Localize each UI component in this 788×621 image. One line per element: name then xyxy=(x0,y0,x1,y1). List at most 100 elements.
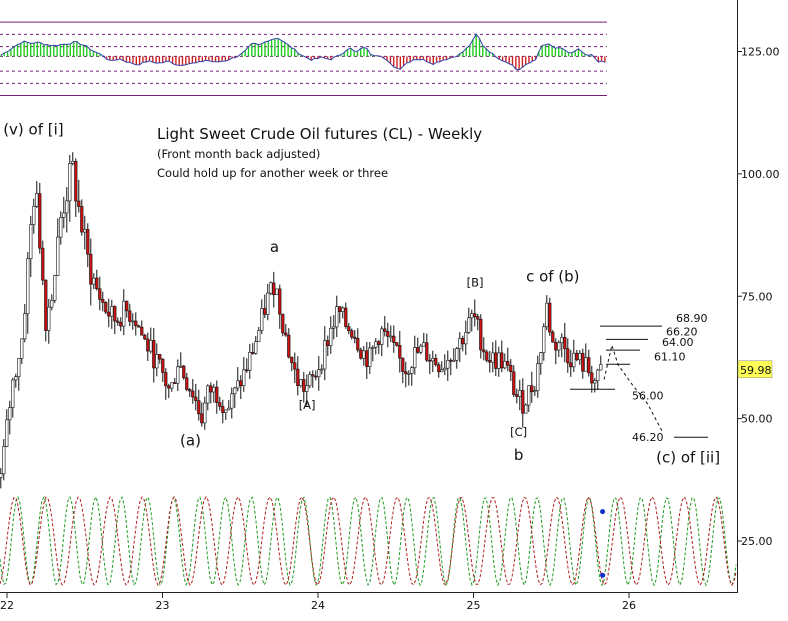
candlestick-series xyxy=(0,152,603,489)
candle-down xyxy=(152,340,156,369)
candle-down xyxy=(77,200,81,207)
candle-down xyxy=(551,331,555,343)
candle-up xyxy=(470,313,474,319)
candle-down xyxy=(416,347,420,353)
candle-down xyxy=(146,338,150,352)
x-tick-label: 25 xyxy=(467,599,481,612)
candle-down xyxy=(140,326,144,336)
candle-up xyxy=(8,407,12,421)
candle-down xyxy=(104,302,108,313)
wave-label: [A] xyxy=(299,398,316,412)
y-tick-label: 75.00 xyxy=(741,290,773,303)
last-price-tag: 59.98 xyxy=(737,360,773,379)
candle-down xyxy=(113,306,117,322)
candle-down xyxy=(119,322,123,327)
candle-up xyxy=(254,341,258,354)
candle-up xyxy=(11,379,15,408)
candle-up xyxy=(71,160,75,164)
candle-down xyxy=(296,368,300,387)
candle-up xyxy=(122,300,126,327)
cycle-wave xyxy=(0,495,737,587)
candle-down xyxy=(128,310,132,322)
candle-down xyxy=(245,369,249,372)
oscillator-line xyxy=(0,33,606,71)
wave-label: b xyxy=(514,446,524,464)
candle-up xyxy=(266,292,270,315)
x-tick-label: 26 xyxy=(622,599,636,612)
candle-up xyxy=(149,340,153,352)
candle-down xyxy=(89,253,93,285)
candle-up xyxy=(179,365,183,368)
candle-down xyxy=(563,336,567,350)
wave-label: (a) xyxy=(180,432,201,450)
candle-down xyxy=(386,330,390,337)
candle-down xyxy=(143,334,147,340)
candle-up xyxy=(419,345,423,353)
candle-down xyxy=(395,342,399,346)
candle-up xyxy=(131,320,135,323)
cycle-wave xyxy=(0,495,737,587)
candle-up xyxy=(257,330,261,342)
candle-down xyxy=(209,385,213,393)
candle-down xyxy=(302,379,306,392)
candle-up xyxy=(458,338,462,349)
wave-labels: (v) of [i] (a) a [A] [B] c of (b) [C] b (c) of [… xyxy=(3,121,720,467)
fib-level-label: 61.10 xyxy=(654,350,686,363)
candle-down xyxy=(521,390,525,414)
wave-label: (v) of [i] xyxy=(3,121,63,139)
candle-up xyxy=(233,387,237,395)
candle-up xyxy=(29,224,33,260)
candle-up xyxy=(83,229,87,233)
candle-down xyxy=(188,389,192,392)
candle-down xyxy=(473,313,477,317)
candle-down xyxy=(353,336,357,339)
candle-up xyxy=(335,306,339,328)
candle-down xyxy=(164,372,168,387)
candle-up xyxy=(431,358,435,362)
candle-up xyxy=(155,354,159,369)
candle-up xyxy=(47,306,51,331)
candle-down xyxy=(476,316,480,320)
candle-up xyxy=(371,347,375,349)
candle-down xyxy=(200,413,204,424)
candle-down xyxy=(359,349,363,359)
candle-down xyxy=(80,206,84,233)
candle-down xyxy=(461,338,465,345)
candle-down xyxy=(44,279,48,331)
candle-down xyxy=(314,375,318,378)
candle-up xyxy=(62,212,66,218)
candle-up xyxy=(533,390,537,393)
candle-down xyxy=(485,351,489,361)
candle-down xyxy=(251,352,255,354)
candle-down xyxy=(239,380,243,387)
candle-up xyxy=(374,341,378,348)
candle-down xyxy=(173,382,177,384)
candle-down xyxy=(398,345,402,359)
candle-down xyxy=(347,326,351,331)
candle-up xyxy=(242,369,246,387)
candle-down xyxy=(509,364,513,373)
candle-down xyxy=(182,365,186,379)
candle-down xyxy=(392,335,396,343)
candle-up xyxy=(317,369,321,378)
candle-up xyxy=(518,390,522,397)
wave-label: c of (b) xyxy=(526,268,579,286)
candle-up xyxy=(332,326,336,329)
candle-down xyxy=(494,352,498,369)
candle-down xyxy=(548,302,552,333)
candle-down xyxy=(587,357,591,374)
candle-up xyxy=(560,336,564,344)
candle-up xyxy=(455,348,459,361)
candle-up xyxy=(248,352,252,371)
candle-up xyxy=(503,360,507,369)
fib-level-label: 64.00 xyxy=(662,336,694,349)
candle-up xyxy=(527,385,531,406)
candle-up xyxy=(407,373,411,375)
candle-up xyxy=(50,299,54,308)
candle-up xyxy=(5,419,9,447)
candle-down xyxy=(98,288,102,300)
candle-down xyxy=(278,288,282,315)
projection-path xyxy=(603,343,664,434)
wave-label: a xyxy=(270,238,279,256)
